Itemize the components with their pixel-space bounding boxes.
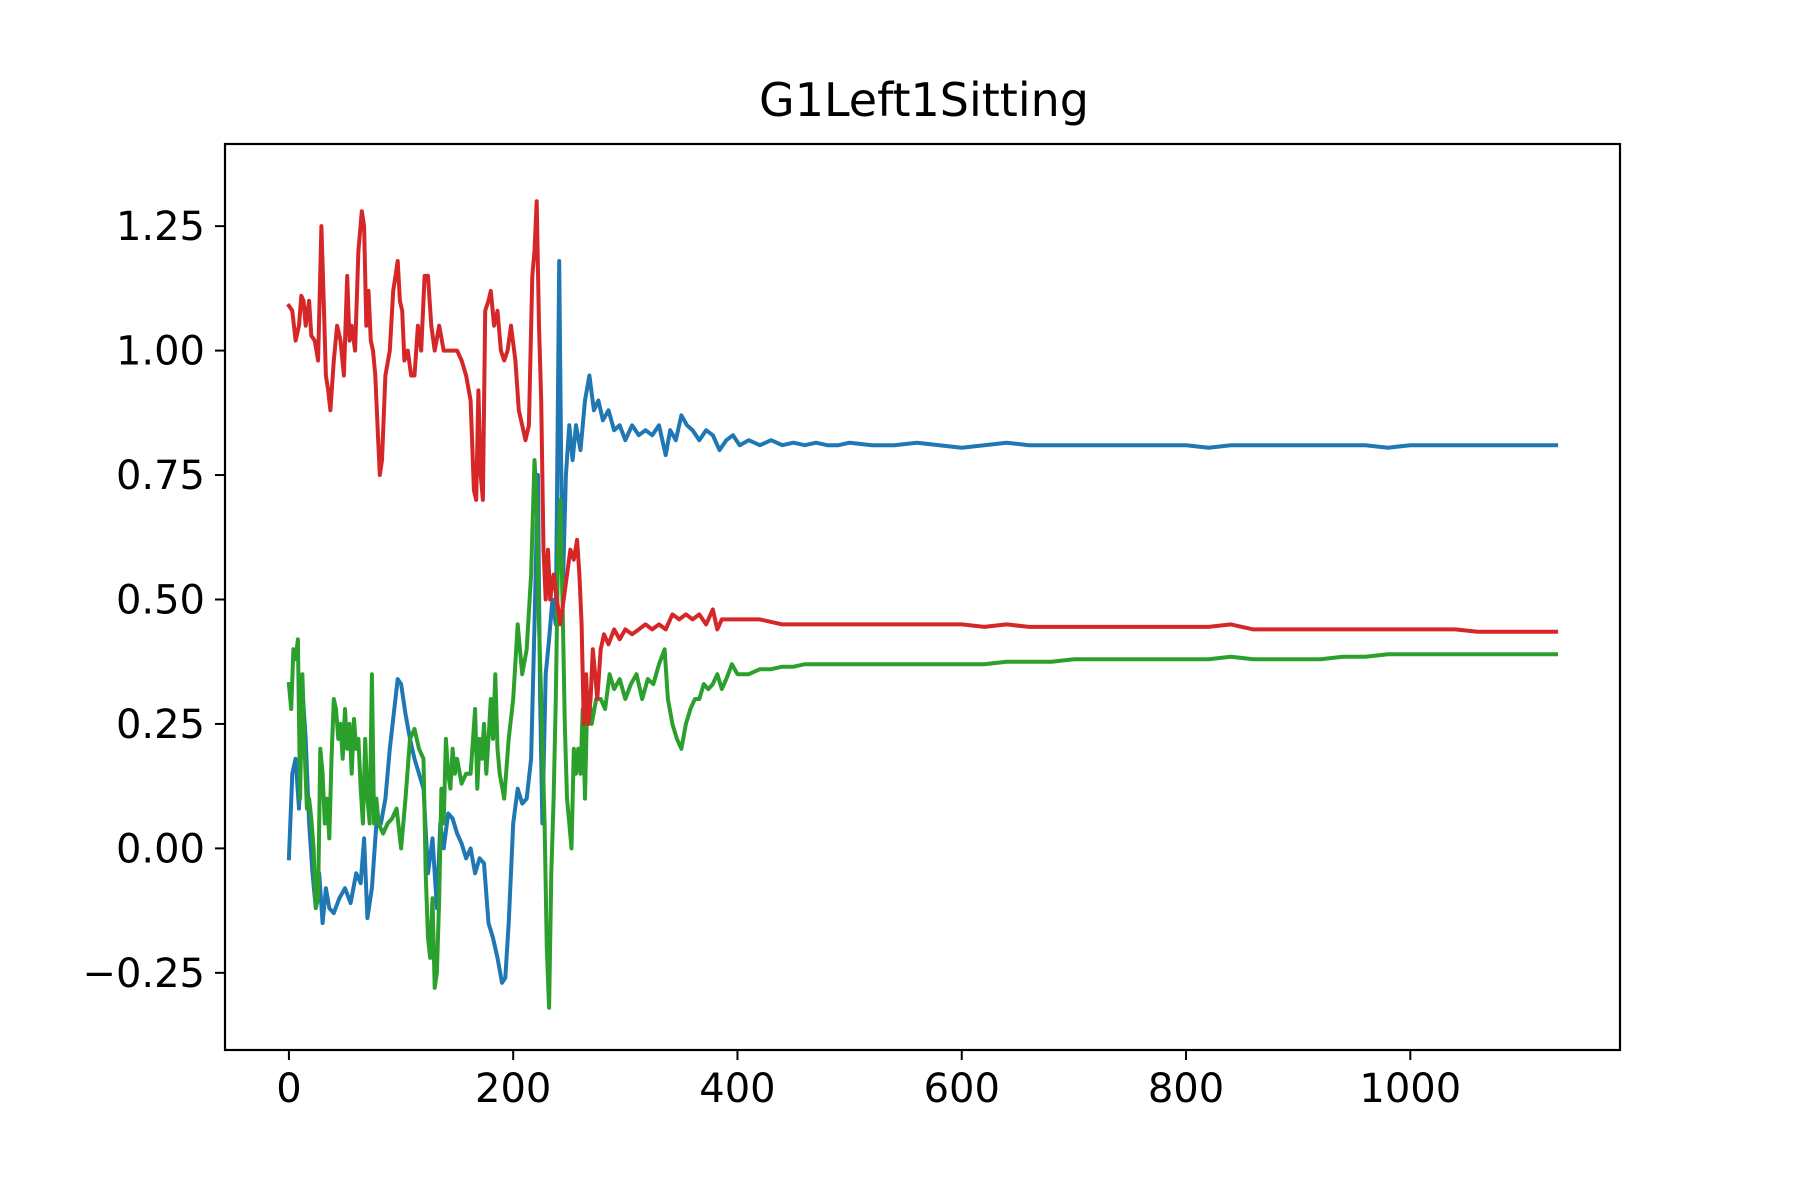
y-tick-label: 1.25 xyxy=(116,204,205,250)
plot-frame xyxy=(223,142,1622,1052)
series-line-2 xyxy=(286,458,1559,1010)
x-tick-label: 800 xyxy=(1148,1066,1224,1112)
x-axis: 0 200 400 600 800 1000 xyxy=(276,1050,1461,1112)
y-tick-label: 0.25 xyxy=(116,702,205,748)
x-tick-label: 400 xyxy=(699,1066,775,1112)
chart-title: G1Left1Sitting xyxy=(759,73,1089,127)
y-axis: −0.25 0.00 0.25 0.50 0.75 1.00 1.25 xyxy=(82,204,225,997)
y-tick-label: −0.25 xyxy=(82,951,205,997)
y-tick-label: 0.75 xyxy=(116,453,205,499)
x-tick-label: 200 xyxy=(475,1066,551,1112)
x-tick-label: 0 xyxy=(276,1066,301,1112)
y-tick-label: 0.00 xyxy=(116,826,205,872)
series-line-1 xyxy=(286,259,1559,985)
y-tick-label: 1.00 xyxy=(116,329,205,375)
x-tick-label: 600 xyxy=(924,1066,1000,1112)
x-tick-label: 1000 xyxy=(1359,1066,1461,1112)
series-layer xyxy=(286,199,1559,1010)
series-line-3 xyxy=(286,199,1559,726)
y-tick-label: 0.50 xyxy=(116,577,205,623)
